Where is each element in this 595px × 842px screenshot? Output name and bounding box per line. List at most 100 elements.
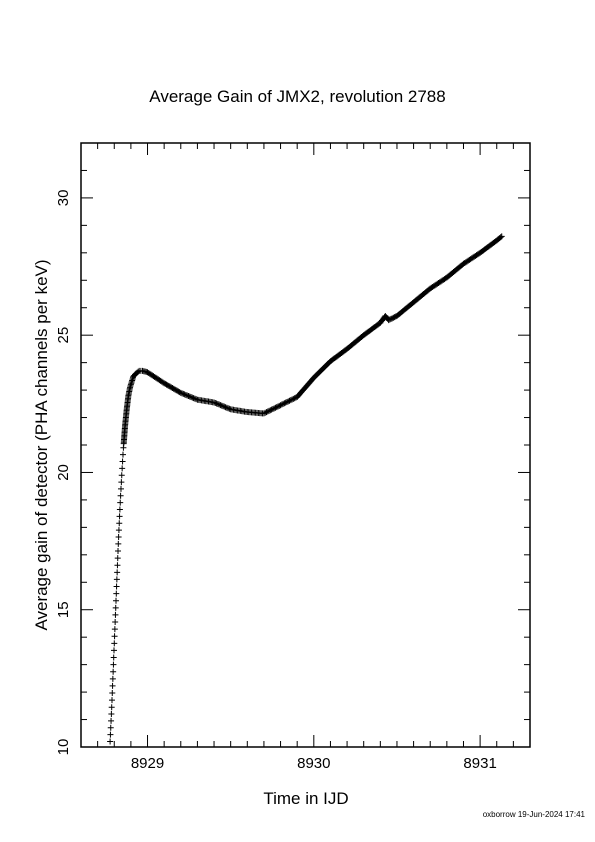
data-point — [285, 398, 292, 405]
y-tick-label: 30 — [55, 190, 72, 207]
x-axis-label: Time in IJD — [263, 789, 349, 808]
data-point — [114, 569, 121, 576]
x-tick-label: 8929 — [131, 755, 164, 772]
data-point — [263, 409, 270, 416]
data-point — [109, 690, 116, 697]
data-point — [287, 397, 294, 404]
data-point — [107, 724, 114, 731]
data-point — [223, 404, 230, 411]
data-point — [262, 409, 269, 416]
data-point — [193, 396, 200, 403]
data-point — [111, 626, 118, 633]
chart-title: Average Gain of JMX2, revolution 2788 — [149, 87, 446, 106]
data-point — [116, 520, 123, 527]
data-point — [180, 390, 187, 397]
data-point — [179, 390, 186, 397]
data-point — [118, 472, 125, 479]
data-point — [108, 711, 115, 718]
y-tick-label: 15 — [55, 601, 72, 618]
data-point — [276, 402, 283, 409]
data-point — [498, 233, 505, 240]
data-point — [217, 402, 224, 409]
data-point — [185, 393, 192, 400]
data-point — [116, 513, 123, 520]
data-point — [272, 404, 279, 411]
data-point — [225, 405, 232, 412]
data-point — [191, 395, 198, 402]
data-point — [189, 394, 196, 401]
data-point — [497, 234, 504, 241]
data-point — [115, 540, 122, 547]
data-point — [186, 393, 193, 400]
data-point — [181, 391, 188, 398]
data-point — [113, 576, 120, 583]
data-point — [112, 611, 119, 618]
data-point — [114, 562, 121, 569]
data-point — [115, 533, 122, 540]
data-point — [268, 406, 275, 413]
data-point — [188, 394, 195, 401]
data-point — [108, 697, 115, 704]
data-point — [212, 399, 219, 406]
data-point — [115, 527, 122, 534]
data-point — [218, 402, 225, 409]
data-point — [190, 395, 197, 402]
data-point — [107, 738, 114, 745]
data-point — [114, 555, 121, 562]
data-point — [260, 410, 267, 417]
data-point — [113, 597, 120, 604]
data-point — [182, 391, 189, 398]
data-point — [116, 506, 123, 513]
data-point — [289, 396, 296, 403]
data-point — [184, 392, 191, 399]
data-point — [119, 465, 126, 472]
data-point — [107, 731, 114, 738]
data-point — [291, 395, 298, 402]
y-axis-label: Average gain of detector (PHA channels p… — [32, 259, 51, 631]
data-point — [278, 401, 285, 408]
axis-tick-labels: 8929 8930 8931 10 15 20 25 30 — [55, 190, 497, 772]
data-point — [119, 458, 126, 465]
data-point — [109, 682, 116, 689]
data-point — [213, 400, 220, 407]
data-point — [110, 668, 117, 675]
data-point — [110, 654, 117, 661]
data-point — [281, 400, 288, 407]
footer-stamp: oxborrow 19-Jun-2024 17:41 — [482, 810, 585, 819]
plot-frame — [80, 142, 531, 748]
data-point — [115, 548, 122, 555]
data-point — [216, 401, 223, 408]
data-point — [135, 368, 142, 375]
data-point — [211, 399, 218, 406]
data-point — [221, 403, 228, 410]
data-point — [117, 499, 124, 506]
data-point — [111, 640, 118, 647]
y-tick-label: 25 — [55, 327, 72, 344]
data-point — [266, 407, 273, 414]
axis-ticks — [80, 142, 531, 748]
x-tick-label: 8930 — [297, 755, 330, 772]
x-tick-label: 8931 — [463, 755, 496, 772]
data-point — [111, 647, 118, 654]
data-point — [113, 583, 120, 590]
data-point — [111, 633, 118, 640]
data-point — [290, 395, 297, 402]
data-point — [113, 590, 120, 597]
data-point — [277, 402, 284, 409]
data-point — [110, 661, 117, 668]
data-point — [283, 399, 290, 406]
data-point — [118, 479, 125, 486]
data-point — [108, 717, 115, 724]
data-point — [117, 492, 124, 499]
data-point — [219, 403, 226, 410]
y-tick-label: 20 — [55, 464, 72, 481]
data-point — [274, 403, 281, 410]
data-point — [117, 485, 124, 492]
data-point — [177, 389, 184, 396]
data-point — [273, 404, 280, 411]
data-point — [264, 408, 271, 415]
data-point — [271, 405, 278, 412]
data-point — [280, 400, 287, 407]
